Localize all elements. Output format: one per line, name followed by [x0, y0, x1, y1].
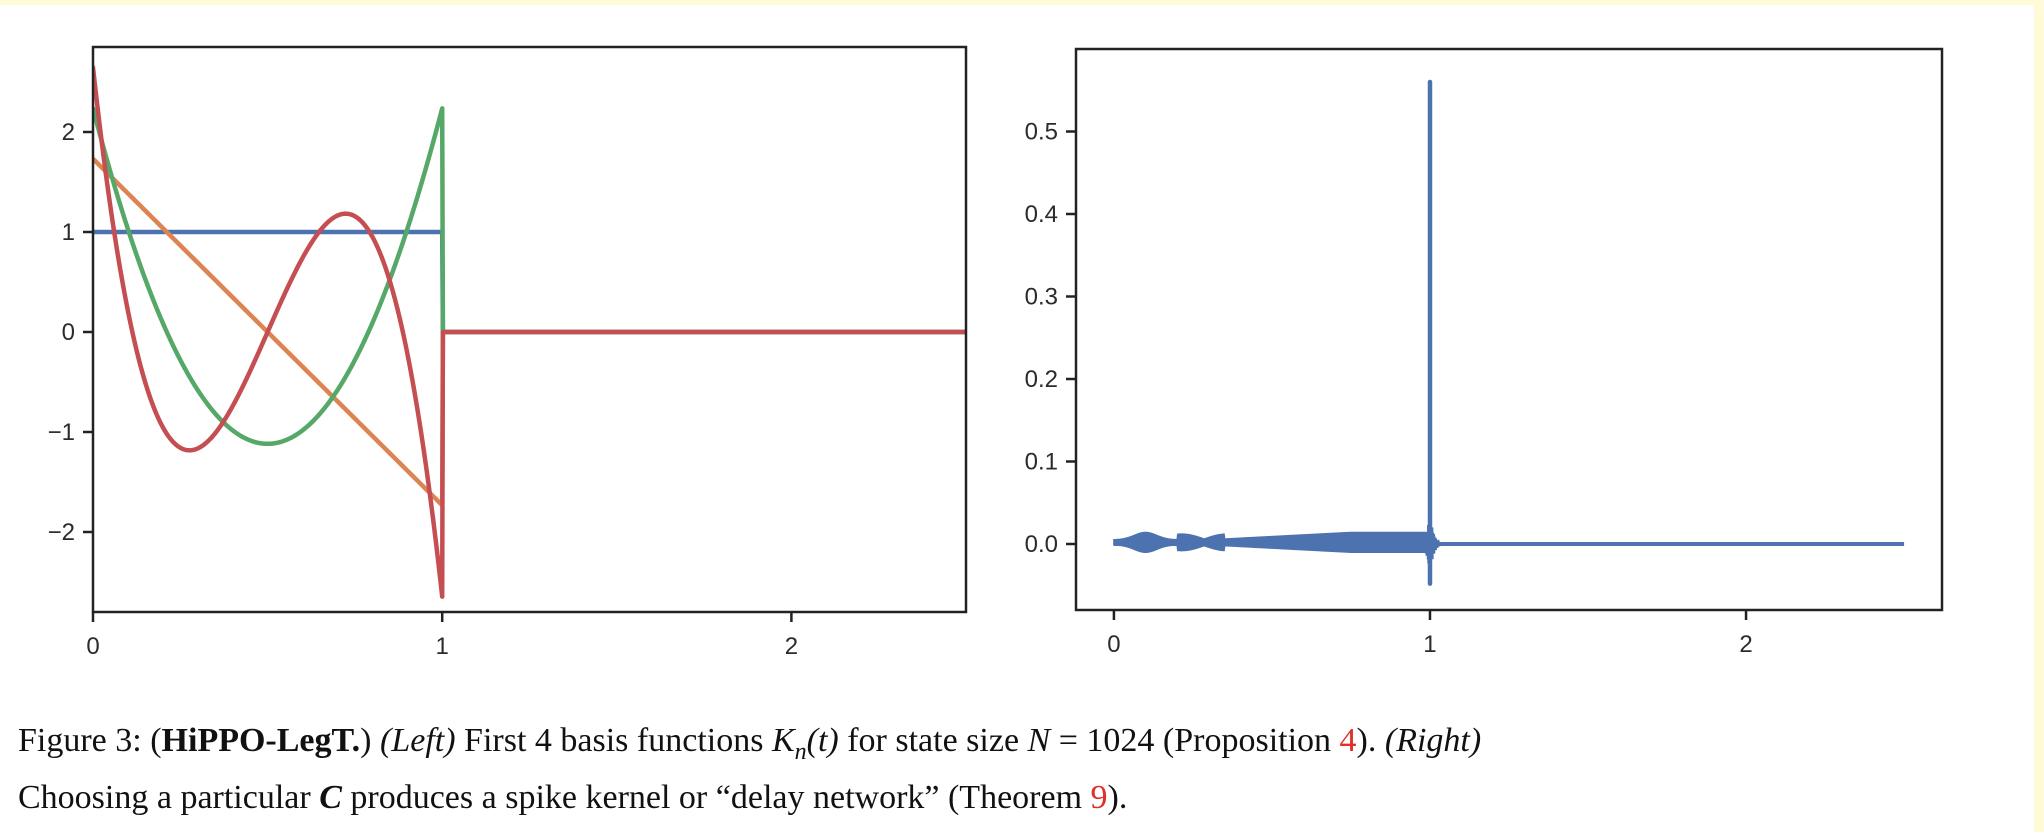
figure-svg: 0 1 2 −2 −1 0 1 2 0 1 2 0.0 0.1 0.2 0.3 0.4 0.5 — [48, 45, 1944, 660]
caption-line-2: Choosing a particular C produces a spike… — [18, 775, 2008, 821]
y-tick-label: 0.1 — [1025, 449, 1058, 476]
proposition-reference-link[interactable]: 4 — [1339, 722, 1357, 759]
figure-caption: Figure 3: (HiPPO-LegT.) (Left) First 4 b… — [18, 718, 2008, 821]
y-tick-label: −2 — [48, 519, 75, 546]
plot-area — [1113, 79, 1905, 586]
x-tick-label: 1 — [1423, 631, 1436, 658]
kernel-subscript: n — [794, 738, 807, 765]
caption-text: for state size — [847, 722, 1020, 759]
y-tick-label: 0.0 — [1025, 531, 1058, 558]
spike-ringing — [1423, 517, 1441, 569]
plot-area — [93, 65, 966, 599]
caption-paren: ) — [360, 722, 372, 759]
caption-text: First 4 basis functions — [464, 722, 764, 759]
figure-label: Figure 3: — [18, 722, 142, 759]
axes-frame — [91, 45, 968, 614]
y-tick-label: 0 — [62, 319, 75, 346]
basis-function-line-blue — [93, 229, 966, 335]
axes-frame — [1074, 47, 1944, 612]
kernel-symbol: K — [771, 722, 795, 759]
x-tick-label: 1 — [436, 633, 449, 660]
caption-left-label: (Left) — [380, 722, 456, 759]
y-tick-label: 1 — [62, 219, 75, 246]
caption-text: ). — [1356, 722, 1377, 759]
page-top-band — [0, 0, 2044, 5]
kernel-argument: (t) — [806, 722, 839, 759]
caption-right-label: (Right) — [1384, 722, 1482, 759]
x-tick-label: 2 — [785, 633, 798, 660]
y-tick-label: 0.2 — [1025, 366, 1058, 393]
caption-text: Choosing a particular — [18, 778, 311, 816]
left-panel: 0 1 2 −2 −1 0 1 2 — [48, 45, 968, 660]
y-tick-label: 0.3 — [1025, 284, 1058, 311]
caption-paren: ( — [150, 722, 162, 759]
caption-text: ). — [1107, 778, 1128, 816]
state-symbol: N — [1027, 722, 1051, 759]
caption-text: produces a spike kernel or “delay networ… — [350, 778, 1091, 816]
x-tick-label: 0 — [1107, 631, 1120, 658]
c-symbol: C — [319, 778, 342, 816]
theorem-reference-link[interactable]: 9 — [1090, 778, 1108, 816]
basis-function-line-green — [93, 106, 966, 447]
y-tick-label: 0.5 — [1025, 119, 1058, 146]
caption-text: = 1024 (Proposition — [1050, 722, 1340, 759]
y-tick-label: 2 — [62, 119, 75, 146]
basis-function-line-red — [93, 65, 966, 599]
y-tick-label: 0.4 — [1025, 201, 1058, 228]
caption-line-1: Figure 3: (HiPPO-LegT.) (Left) First 4 b… — [18, 718, 2008, 775]
x-tick-label: 2 — [1739, 631, 1752, 658]
x-tick-label: 0 — [86, 633, 99, 660]
right-panel: 0 1 2 0.0 0.1 0.2 0.3 0.4 0.5 — [1025, 47, 1944, 658]
y-tick-label: −1 — [48, 419, 75, 446]
caption-bold-title: HiPPO-LegT. — [161, 722, 361, 759]
page-right-band — [2034, 0, 2044, 832]
